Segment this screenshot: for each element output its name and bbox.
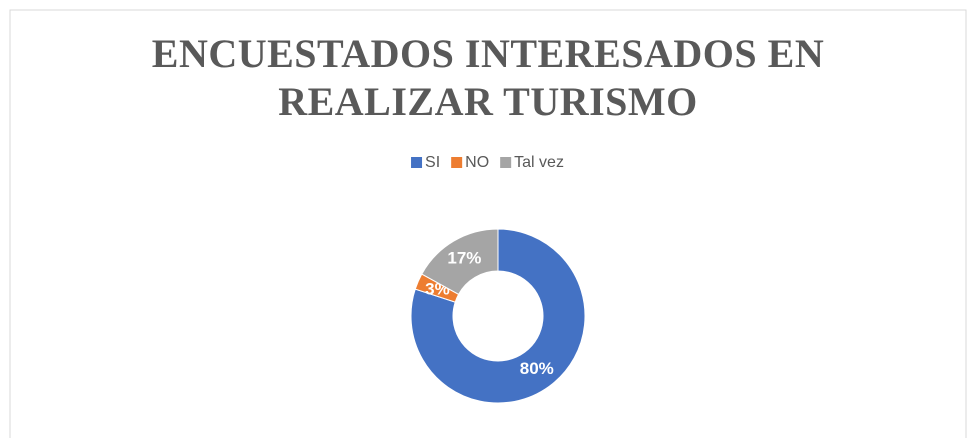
chart-title: ENCUESTADOS INTERESADOS EN REALIZAR TURI…	[151, 31, 825, 124]
donut-segment	[410, 228, 586, 404]
legend-swatch	[500, 157, 512, 168]
legend-swatch	[451, 157, 463, 168]
legend-label: NO	[465, 154, 489, 171]
legend-swatch	[411, 157, 423, 168]
donut-segment	[421, 228, 499, 295]
chart-frame	[9, 9, 967, 438]
legend-label: Tal vez	[514, 154, 564, 171]
data-label: 17%	[447, 249, 481, 268]
data-label: 80%	[520, 359, 554, 378]
legend-label: SI	[425, 154, 440, 171]
